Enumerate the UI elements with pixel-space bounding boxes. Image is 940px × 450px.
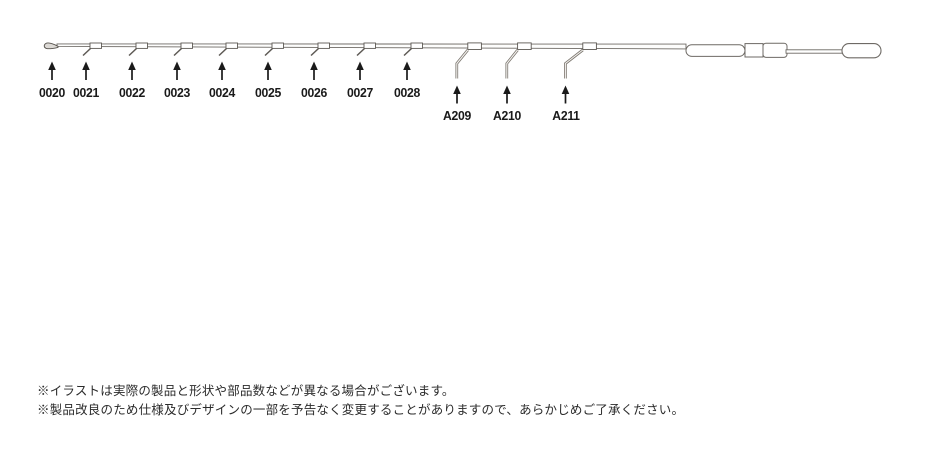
disclaimer-line-2: ※製品改良のため仕様及びデザインの一部を予告なく変更することがありますので、あら… (37, 402, 685, 417)
up-arrow-icon (264, 61, 272, 80)
up-arrow-icon (403, 61, 411, 80)
ferrule-joint (582, 42, 597, 50)
part-label: 0023 (163, 85, 191, 100)
part-label: 0022 (118, 85, 146, 100)
leader-line (505, 49, 519, 79)
reel-seat-hood (762, 42, 788, 58)
ferrule-joint (517, 42, 532, 50)
rear-blank (785, 49, 844, 54)
part-label: 0024 (208, 85, 236, 100)
up-arrow-icon (356, 61, 364, 80)
leader-line (564, 48, 584, 79)
line-guide (82, 42, 102, 57)
up-arrow-icon (173, 61, 181, 80)
up-arrow-icon (82, 61, 90, 80)
part-label: 0026 (300, 85, 328, 100)
up-arrow-icon (561, 85, 570, 104)
disclaimer-notes: ※イラストは実際の製品と形状や部品数などが異なる場合がございます。 ※製品改良の… (37, 382, 684, 419)
up-arrow-icon (48, 61, 56, 80)
line-guide (310, 42, 330, 57)
part-label: A209 (442, 108, 472, 123)
part-label: 0028 (393, 85, 421, 100)
line-guide (264, 42, 284, 57)
part-label: 0027 (346, 85, 374, 100)
up-arrow-icon (218, 61, 226, 80)
part-label: 0025 (254, 85, 282, 100)
line-guide (128, 42, 148, 57)
line-guide (356, 42, 376, 57)
foregrip (685, 44, 746, 57)
part-label: A211 (551, 108, 580, 123)
reel-seat (744, 43, 764, 58)
up-arrow-icon (453, 85, 461, 104)
ferrule-joint (467, 42, 482, 50)
line-guide (173, 42, 193, 57)
up-arrow-icon (310, 61, 318, 80)
part-label: A210 (492, 108, 522, 123)
leader-line (455, 49, 469, 79)
disclaimer-line-1: ※イラストは実際の製品と形状や部品数などが異なる場合がございます。 (37, 384, 455, 398)
up-arrow-icon (503, 85, 511, 104)
up-arrow-icon (128, 61, 136, 80)
line-guide (218, 42, 238, 57)
rod-tip-guide (43, 42, 59, 50)
rear-grip (841, 43, 882, 59)
part-label: 0021 (72, 85, 100, 100)
part-label: 0020 (38, 85, 66, 100)
line-guide (403, 42, 423, 57)
